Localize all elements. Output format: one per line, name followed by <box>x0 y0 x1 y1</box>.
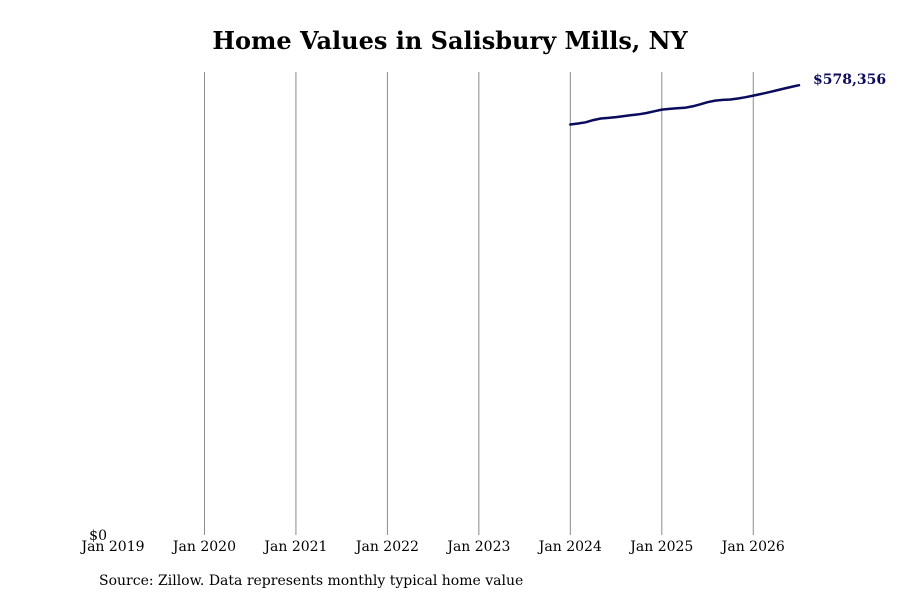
x-axis-tick-labels: Jan 2019 Jan 2020 Jan 2021 Jan 2022 Jan 2023… <box>79 539 784 555</box>
series-line <box>569 83 801 126</box>
data-labels: $578,356 <box>813 72 886 88</box>
x-tick-label: Jan 2025 <box>628 539 693 555</box>
x-tick-label: Jan 2026 <box>720 539 785 555</box>
x-tick-label: Jan 2024 <box>537 539 602 555</box>
x-tick-label: Jan 2022 <box>354 539 419 555</box>
x-tick-label: Jan 2020 <box>171 539 236 555</box>
x-tick-label: Jan 2023 <box>445 539 510 555</box>
x-tick-label: Jan 2021 <box>262 539 327 555</box>
source-note: Source: Zillow. Data represents monthly … <box>99 573 524 589</box>
series-lines <box>569 83 801 126</box>
y-axis-tick-labels: $0 <box>89 528 107 544</box>
x-tick-label: Jan 2019 <box>79 539 144 555</box>
chart-title: Home Values in Salisbury Mills, NY <box>212 26 688 55</box>
y-tick-label: $0 <box>89 528 107 544</box>
end-value-label: $578,356 <box>813 72 886 88</box>
vertical-gridlines <box>203 72 754 535</box>
